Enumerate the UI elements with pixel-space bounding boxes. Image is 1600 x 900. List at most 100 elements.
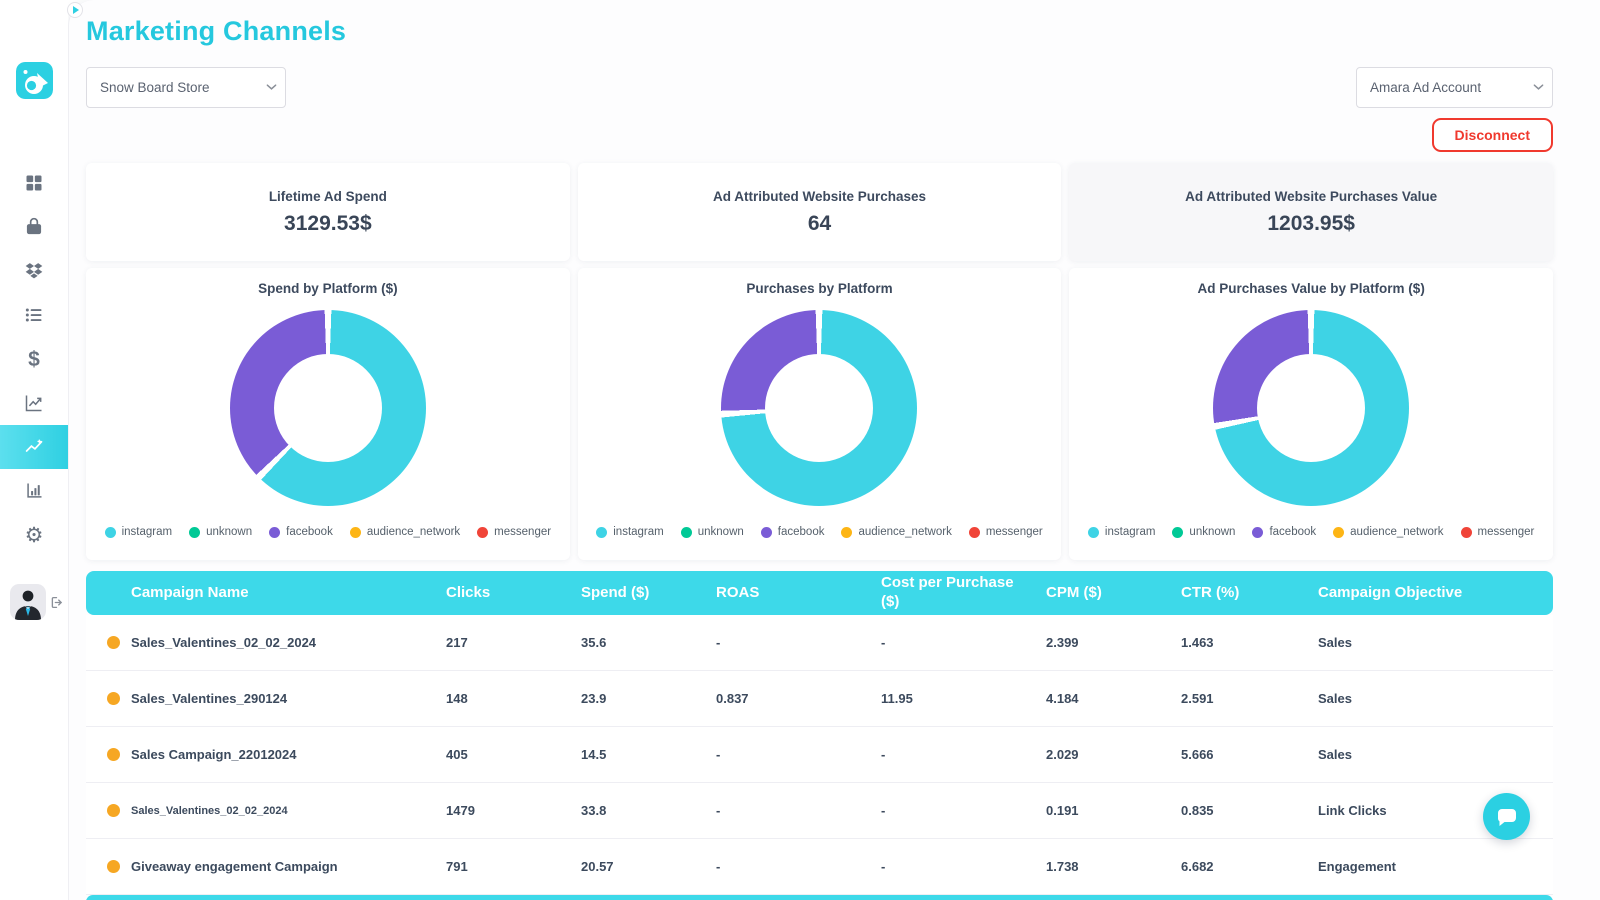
account-selector[interactable]: Amara Ad Account [1356,67,1553,108]
chat-bubble-icon [1497,808,1516,826]
legend-item-audience_network[interactable]: audience_network [1333,526,1444,538]
legend-dot [841,526,853,538]
disconnect-row: Disconnect [86,118,1553,152]
table-row[interactable]: Giveaway engagement Campaign 791 20.57 - - 1.… [86,839,1553,895]
sidebar-nav: $ [0,161,68,557]
cell-objective: Sales [1318,635,1352,650]
campaign-status-dot [107,860,120,873]
chart-card-spend-by-platform: Spend by Platform ($) instagram unknown fa… [86,268,570,560]
app-logo[interactable] [15,62,53,99]
column-header-cpm[interactable]: CPM ($) [1046,583,1102,601]
cell-objective: Sales [1318,747,1352,762]
legend-dot [1333,526,1345,538]
cell-name: Giveaway engagement Campaign [131,859,338,874]
kpi-value: 3129.53$ [284,211,372,235]
legend-dot [968,526,980,538]
cell-clicks: 217 [446,635,468,650]
cell-objective: Link Clicks [1318,803,1387,818]
dashboard-grid-icon [26,175,42,191]
column-header-roas[interactable]: ROAS [716,583,760,601]
legend-item-messenger[interactable]: messenger [968,526,1043,538]
store-selector[interactable]: Snow Board Store [86,67,286,108]
column-header-ctr[interactable]: CTR (%) [1181,583,1240,601]
kpi-card-purchases-value: Ad Attributed Website Purchases Value 12… [1069,163,1553,261]
legend-item-unknown[interactable]: unknown [189,526,252,538]
legend-dot [760,526,772,538]
donut-chart[interactable] [721,310,918,506]
legend-item-unknown[interactable]: unknown [1172,526,1235,538]
legend-item-messenger[interactable]: messenger [1460,526,1535,538]
status-dot-cell [86,804,131,817]
cell-objective: Engagement [1318,859,1397,874]
selector-row: Snow Board Store Amara Ad Account [86,67,1553,108]
legend-item-facebook[interactable]: facebook [269,526,333,538]
chat-widget-button[interactable] [1483,793,1530,840]
cell-ctr: 5.666 [1181,747,1214,762]
user-avatar[interactable] [10,584,46,620]
cell-roas: - [716,635,721,650]
legend-item-instagram[interactable]: instagram [1087,526,1155,538]
table-row[interactable]: Sales_Valentines_02_02_2024 1479 33.8 - - 0.1… [86,783,1553,839]
cell-ctr: 0.835 [1181,803,1214,818]
legend-label: instagram [121,526,173,538]
sidebar-item-shop[interactable] [0,205,68,249]
column-header-cost-per-purchase[interactable]: Cost per Purchase ($) [881,574,1014,610]
kpi-card-lifetime-spend: Lifetime Ad Spend 3129.53$ [86,163,570,261]
legend-dot [189,526,201,538]
legend-item-audience_network[interactable]: audience_network [841,526,952,538]
sidebar-item-marketing-channels[interactable] [0,425,68,469]
legend-dot [1172,526,1184,538]
column-header-campaign-objective[interactable]: Campaign Objective [1318,583,1463,601]
cell-cpm: 2.029 [1046,747,1079,762]
cell-cost-per-purchase: - [881,803,886,818]
sidebar-item-integrations[interactable] [0,249,68,293]
table-row[interactable]: Sales_Valentines_290124 148 23.9 0.837 11.95… [86,671,1553,727]
sidebar-item-dashboard[interactable] [0,161,68,205]
gear-icon: ⚙ [24,523,44,547]
legend-item-instagram[interactable]: instagram [596,526,664,538]
legend-item-facebook[interactable]: facebook [760,526,824,538]
table-row[interactable]: Sales_Valentines_02_02_2024 217 35.6 - - 2.39… [86,615,1553,671]
cell-ctr: 1.463 [1181,635,1214,650]
sidebar-collapse-toggle[interactable] [67,2,83,18]
cell-cpm: 0.191 [1046,803,1079,818]
cell-spend: 23.9 [581,691,607,706]
logout-icon[interactable] [49,595,64,610]
cell-name: Sales Campaign_22012024 [131,747,297,762]
sidebar-item-reports[interactable] [0,469,68,513]
chart-legend: instagram unknown facebook audience_network… [596,526,1043,538]
donut-chart[interactable] [1213,310,1410,506]
legend-item-unknown[interactable]: unknown [680,526,744,538]
disconnect-button[interactable]: Disconnect [1431,118,1553,152]
donut-chart[interactable] [229,310,426,506]
sidebar-item-campaign-list[interactable] [0,293,68,337]
legend-dot [596,526,608,538]
sidebar-item-settings[interactable]: ⚙ [0,513,68,557]
cell-clicks: 405 [446,747,468,762]
cell-roas: 0.837 [716,691,749,706]
cell-clicks: 148 [446,691,468,706]
column-header-clicks[interactable]: Clicks [446,583,491,601]
column-header-spend[interactable]: Spend ($) [581,583,650,601]
status-dot-cell [86,748,131,761]
sidebar-item-finance[interactable]: $ [0,337,68,381]
account-selector-wrap: Amara Ad Account [1356,67,1553,108]
table-row[interactable]: Sales Campaign_22012024 405 14.5 - - 2.029 5.6… [86,727,1553,783]
campaign-status-dot [107,804,120,817]
status-dot-cell [86,860,131,873]
cell-spend: 33.8 [581,803,607,818]
dollar-icon: $ [28,347,40,371]
legend-item-facebook[interactable]: facebook [1252,526,1316,538]
dropbox-icon [25,263,43,279]
cell-name: Sales_Valentines_02_02_2024 [131,804,288,817]
chart-legend: instagram unknown facebook audience_network… [104,526,551,538]
kpi-value: 64 [807,211,832,235]
chevron-right-icon [73,6,79,14]
column-header-campaign-name[interactable]: Campaign Name [131,583,249,601]
legend-item-messenger[interactable]: messenger [477,526,551,538]
legend-label: messenger [1477,526,1535,538]
legend-item-instagram[interactable]: instagram [104,526,173,538]
legend-item-audience_network[interactable]: audience_network [349,526,460,538]
sidebar-item-analytics[interactable] [0,381,68,425]
